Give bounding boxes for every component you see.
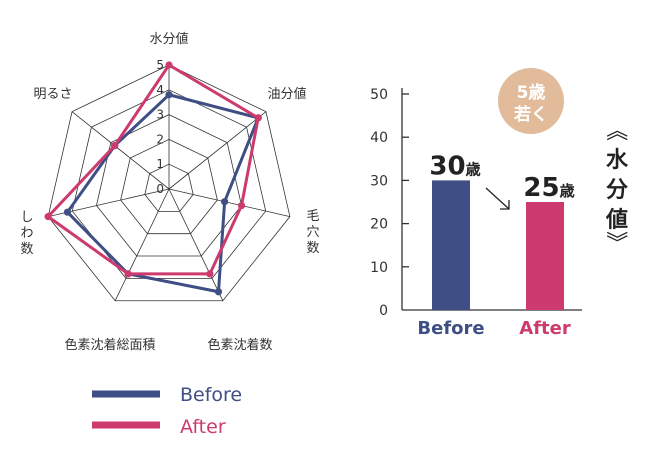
bar-before — [432, 180, 470, 310]
bar-tick-label: 10 — [370, 260, 388, 276]
radar-grid-ring — [144, 163, 194, 212]
bar-category-label: Before — [417, 318, 484, 339]
radar-axis-label-char: 数 — [20, 242, 33, 257]
radar-axis-label: 明るさ — [33, 87, 72, 102]
radar-point-after — [124, 270, 132, 278]
radar-point-before — [214, 288, 223, 296]
radar-spoke — [168, 111, 267, 190]
bar-tick-label: 0 — [379, 303, 388, 319]
radar-tick-label: 3 — [156, 108, 164, 122]
bar-tick-label: 20 — [370, 217, 388, 233]
radar-axis-label-char: わ — [20, 226, 33, 241]
radar-axis-label-char: 穴 — [306, 225, 319, 240]
radar-tick-label: 2 — [156, 132, 164, 146]
radar-point-after — [237, 201, 246, 210]
radar-tick-label: 1 — [156, 157, 164, 171]
bar-ylabel-char: 分 — [606, 178, 628, 203]
radar-point-after — [254, 114, 262, 122]
badge-line2: 若く — [513, 104, 548, 125]
radar-chart — [44, 61, 291, 302]
radar-point-before — [221, 198, 229, 206]
radar-point-after — [111, 142, 119, 150]
radar-axis-label: 水分値 — [149, 31, 188, 47]
radar-tick-labels: 0 1 2 3 4 5 — [156, 58, 164, 196]
radar-spoke — [168, 188, 290, 217]
radar-tick-label: 0 — [156, 182, 164, 196]
younger-badge: 5歳 若く — [498, 68, 564, 134]
bar-after — [526, 202, 564, 310]
radar-point-before — [165, 91, 173, 99]
radar-axis-label: 色素沈着数 — [207, 337, 272, 353]
bar-category-label: After — [519, 318, 571, 339]
radar-axis-label-char: 数 — [306, 241, 319, 256]
bar-value-label: 30歳 — [429, 151, 480, 181]
bar-tick-label: 40 — [370, 130, 388, 146]
radar-spoke — [114, 188, 170, 301]
legend-label-before: Before — [180, 384, 242, 406]
bar-tick-label: 30 — [370, 173, 388, 189]
radar-series-after — [45, 62, 260, 276]
radar-spoke — [71, 111, 170, 190]
bracket-open-icon: 《 — [603, 119, 628, 141]
bar-ylabel-char: 水 — [606, 148, 629, 173]
radar-axis-label: 油分値 — [267, 86, 306, 102]
bracket-close-icon: 》 — [603, 231, 628, 253]
bar-tick-label: 50 — [370, 87, 388, 103]
bar-ylabel-char: 値 — [605, 208, 628, 233]
badge-circle — [498, 68, 564, 134]
bar-value-label: 25歳 — [523, 173, 574, 203]
radar-tick-label: 4 — [156, 83, 164, 97]
radar-point-after — [165, 61, 173, 69]
arrow-icon — [485, 187, 510, 210]
radar-point-before — [63, 208, 72, 216]
radar-point-after — [206, 270, 214, 278]
radar-axis-label: 色素沈着総面積 — [64, 337, 155, 353]
legend: Before After — [92, 384, 242, 438]
bar-chart: 0 10 20 30 40 50 Before 30歳 After 25歳 — [370, 87, 582, 339]
radar-axis-label-char: 毛 — [306, 209, 319, 224]
badge-line1: 5歳 — [517, 82, 546, 103]
radar-grid-ring — [120, 138, 218, 235]
radar-tick-label: 5 — [156, 58, 164, 72]
radar-spoke — [168, 188, 224, 301]
radar-grid-ring — [47, 64, 291, 302]
legend-label-after: After — [180, 416, 226, 438]
radar-axis-label-char: し — [20, 210, 33, 225]
radar-series-before — [65, 93, 261, 294]
radar-point-after — [44, 212, 52, 221]
bar-chart-ylabel: 《水分値》 — [603, 119, 629, 253]
